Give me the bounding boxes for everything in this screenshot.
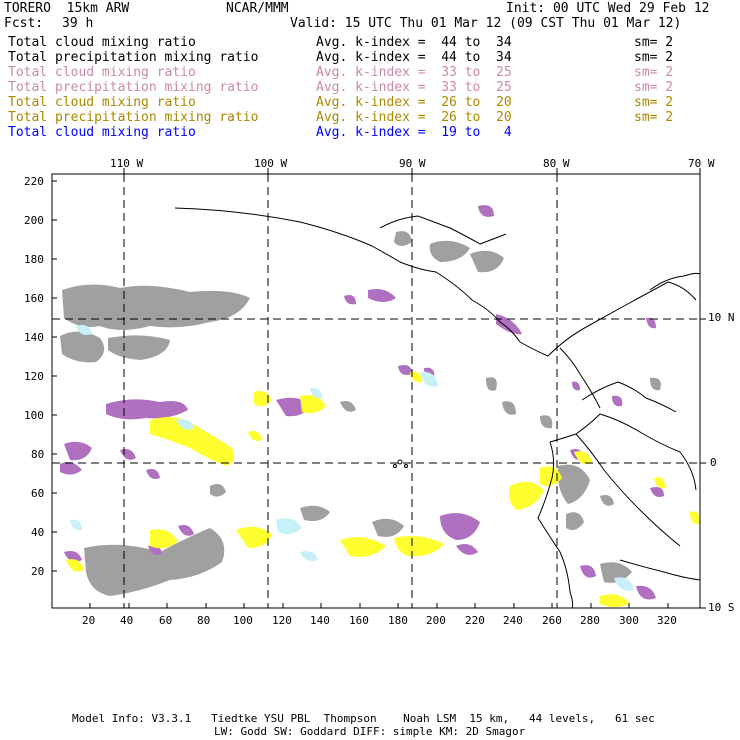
lat-label-10n: 10 N (708, 311, 735, 324)
field-1-sm: sm= 2 (634, 50, 674, 65)
valid-time: Valid: 15 UTC Thu 01 Mar 12 (09 CST Thu … (290, 16, 682, 31)
x-tick-120: 120 (272, 614, 292, 627)
lon-label-90w: 90 W (399, 157, 426, 170)
coastline (174, 207, 701, 609)
x-tick-60: 60 (159, 614, 173, 627)
field-5-name: Total precipitation mixing ratio (8, 110, 259, 125)
lon-label-110w: 110 W (110, 157, 144, 170)
x-tick-280: 280 (580, 614, 600, 627)
model-title: TORERO 15km ARW (4, 1, 130, 16)
field-0-kindex: Avg. k-index = 44 to 34 (316, 35, 512, 50)
y-tick-180: 180 (24, 253, 44, 266)
y-tick-100: 100 (24, 409, 44, 422)
yellow-precip-field (66, 371, 700, 607)
y-tick-140: 140 (24, 331, 44, 344)
field-6-kindex: Avg. k-index = 19 to 4 (316, 125, 512, 140)
field-1-kindex: Avg. k-index = 44 to 34 (316, 50, 512, 65)
y-tick-220: 220 (24, 175, 44, 188)
init-time: Init: 00 UTC Wed 29 Feb 12 (506, 1, 710, 16)
field-5-kindex: Avg. k-index = 26 to 20 (316, 110, 512, 125)
x-tick-160: 160 (349, 614, 369, 627)
org-label: NCAR/MMM (226, 1, 289, 16)
field-2-kindex: Avg. k-index = 33 to 25 (316, 65, 512, 80)
model-info-line-2: LW: Godd SW: Goddard DIFF: simple KM: 2D… (214, 725, 526, 738)
map-frame (51, 173, 701, 609)
x-tick-260: 260 (542, 614, 562, 627)
field-2-sm: sm= 2 (634, 65, 674, 80)
field-0-sm: sm= 2 (634, 35, 674, 50)
x-tick-200: 200 (426, 614, 446, 627)
field-4-kindex: Avg. k-index = 26 to 20 (316, 95, 512, 110)
x-tick-320: 320 (657, 614, 677, 627)
x-tick-140: 140 (310, 614, 330, 627)
lon-label-80w: 80 W (543, 157, 570, 170)
x-tick-80: 80 (197, 614, 211, 627)
field-1-name: Total precipitation mixing ratio (8, 50, 259, 65)
field-3-sm: sm= 2 (634, 80, 674, 95)
x-tick-300: 300 (619, 614, 639, 627)
field-0-name: Total cloud mixing ratio (8, 35, 196, 50)
lat-lon-grid (52, 174, 700, 608)
cyan-cloud-field (70, 325, 634, 591)
x-tick-100: 100 (233, 614, 253, 627)
forecast-label: Fcst: (4, 16, 44, 31)
y-tick-60: 60 (31, 487, 45, 500)
field-2-name: Total cloud mixing ratio (8, 65, 196, 80)
x-tick-240: 240 (503, 614, 523, 627)
field-3-name: Total precipitation mixing ratio (8, 80, 259, 95)
axis-ticks (52, 168, 706, 609)
y-tick-40: 40 (31, 526, 45, 539)
x-tick-220: 220 (465, 614, 485, 627)
lon-label-100w: 100 W (254, 157, 288, 170)
lon-label-70w: 70 W (688, 157, 715, 170)
field-6-name: Total cloud mixing ratio (8, 125, 196, 140)
y-tick-200: 200 (24, 214, 44, 227)
forecast-hour: 39 h (62, 16, 94, 31)
y-tick-80: 80 (31, 448, 45, 461)
x-tick-180: 180 (388, 614, 408, 627)
x-tick-20: 20 (82, 614, 96, 627)
lat-label-0: 0 (710, 456, 717, 469)
model-info-line-1: Model Info: V3.3.1 Tiedtke YSU PBL Thomp… (72, 712, 655, 725)
y-tick-160: 160 (24, 292, 44, 305)
field-4-sm: sm= 2 (634, 95, 674, 110)
lat-label-10s: 10 S (708, 601, 735, 614)
x-tick-40: 40 (120, 614, 134, 627)
field-5-sm: sm= 2 (634, 110, 674, 125)
y-tick-120: 120 (24, 370, 44, 383)
y-tick-20: 20 (31, 565, 45, 578)
field-4-name: Total cloud mixing ratio (8, 95, 196, 110)
field-3-kindex: Avg. k-index = 33 to 25 (316, 80, 512, 95)
